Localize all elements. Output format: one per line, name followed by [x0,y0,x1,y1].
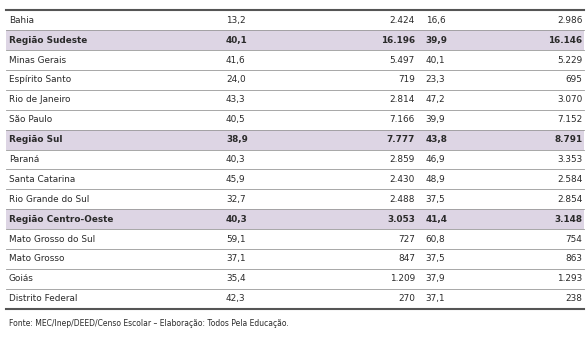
Text: 32,7: 32,7 [226,195,245,204]
Text: 24,0: 24,0 [226,75,245,84]
Text: 3.070: 3.070 [557,95,582,104]
Text: Rio Grande do Sul: Rio Grande do Sul [9,195,89,204]
Text: 39,9: 39,9 [426,36,447,45]
Text: 37,1: 37,1 [426,294,445,303]
Text: Fonte: MEC/Inep/DEED/Censo Escolar – Elaboração: Todos Pela Educação.: Fonte: MEC/Inep/DEED/Censo Escolar – Ela… [9,319,289,328]
Text: 2.814: 2.814 [390,95,415,104]
Text: 238: 238 [565,294,582,303]
Text: 40,3: 40,3 [226,155,245,164]
Text: 5.229: 5.229 [557,56,582,64]
Text: 3.053: 3.053 [387,215,415,224]
Bar [6,209,584,229]
Text: 847: 847 [398,255,415,263]
Text: 48,9: 48,9 [426,175,446,184]
Text: 2.854: 2.854 [557,195,582,204]
Text: Minas Gerais: Minas Gerais [9,56,66,64]
Text: 270: 270 [398,294,415,303]
Text: 16.196: 16.196 [381,36,415,45]
Text: 40,5: 40,5 [226,115,245,124]
Text: 719: 719 [398,75,415,84]
Text: 38,9: 38,9 [226,135,248,144]
Text: 37,1: 37,1 [226,255,245,263]
Text: 3.353: 3.353 [557,155,582,164]
Text: Bahia: Bahia [9,16,34,25]
Text: 35,4: 35,4 [226,274,245,283]
Text: Mato Grosso do Sul: Mato Grosso do Sul [9,235,95,244]
Bar [6,30,584,50]
Text: Santa Catarina: Santa Catarina [9,175,75,184]
Text: 41,6: 41,6 [226,56,245,64]
Text: 754: 754 [565,235,582,244]
Text: 2.584: 2.584 [557,175,582,184]
Text: 695: 695 [565,75,582,84]
Text: 3.148: 3.148 [554,215,582,224]
Text: 2.986: 2.986 [557,16,582,25]
Text: 40,1: 40,1 [426,56,445,64]
Text: 37,9: 37,9 [426,274,445,283]
Text: 47,2: 47,2 [426,95,445,104]
Text: 2.424: 2.424 [390,16,415,25]
Text: Rio de Janeiro: Rio de Janeiro [9,95,70,104]
Text: 13,2: 13,2 [226,16,245,25]
Text: 7.152: 7.152 [557,115,582,124]
Text: 1.293: 1.293 [557,274,582,283]
Text: Região Sudeste: Região Sudeste [9,36,87,45]
Text: Goiás: Goiás [9,274,33,283]
Text: Mato Grosso: Mato Grosso [9,255,65,263]
Text: 39,9: 39,9 [426,115,445,124]
Text: 60,8: 60,8 [426,235,446,244]
Text: 45,9: 45,9 [226,175,245,184]
Text: 41,4: 41,4 [426,215,447,224]
Text: 59,1: 59,1 [226,235,245,244]
Text: Região Centro-Oeste: Região Centro-Oeste [9,215,113,224]
Text: 42,3: 42,3 [226,294,245,303]
Text: São Paulo: São Paulo [9,115,52,124]
Text: Região Sul: Região Sul [9,135,62,144]
Text: 16.146: 16.146 [548,36,582,45]
Bar [6,130,584,150]
Text: 43,8: 43,8 [426,135,447,144]
Text: 43,3: 43,3 [226,95,245,104]
Text: 863: 863 [565,255,582,263]
Text: Paraná: Paraná [9,155,39,164]
Text: 8.791: 8.791 [554,135,582,144]
Text: 40,1: 40,1 [226,36,248,45]
Text: 7.777: 7.777 [387,135,415,144]
Text: 2.859: 2.859 [390,155,415,164]
Text: 727: 727 [398,235,415,244]
Text: 2.430: 2.430 [390,175,415,184]
Text: 23,3: 23,3 [426,75,445,84]
Text: 5.497: 5.497 [390,56,415,64]
Text: 7.166: 7.166 [390,115,415,124]
Text: Distrito Federal: Distrito Federal [9,294,77,303]
Text: 2.488: 2.488 [390,195,415,204]
Text: Espírito Santo: Espírito Santo [9,75,71,84]
Text: 46,9: 46,9 [426,155,445,164]
Text: 37,5: 37,5 [426,255,445,263]
Text: 16,6: 16,6 [426,16,445,25]
Text: 1.209: 1.209 [390,274,415,283]
Text: 40,3: 40,3 [226,215,248,224]
Text: 37,5: 37,5 [426,195,445,204]
